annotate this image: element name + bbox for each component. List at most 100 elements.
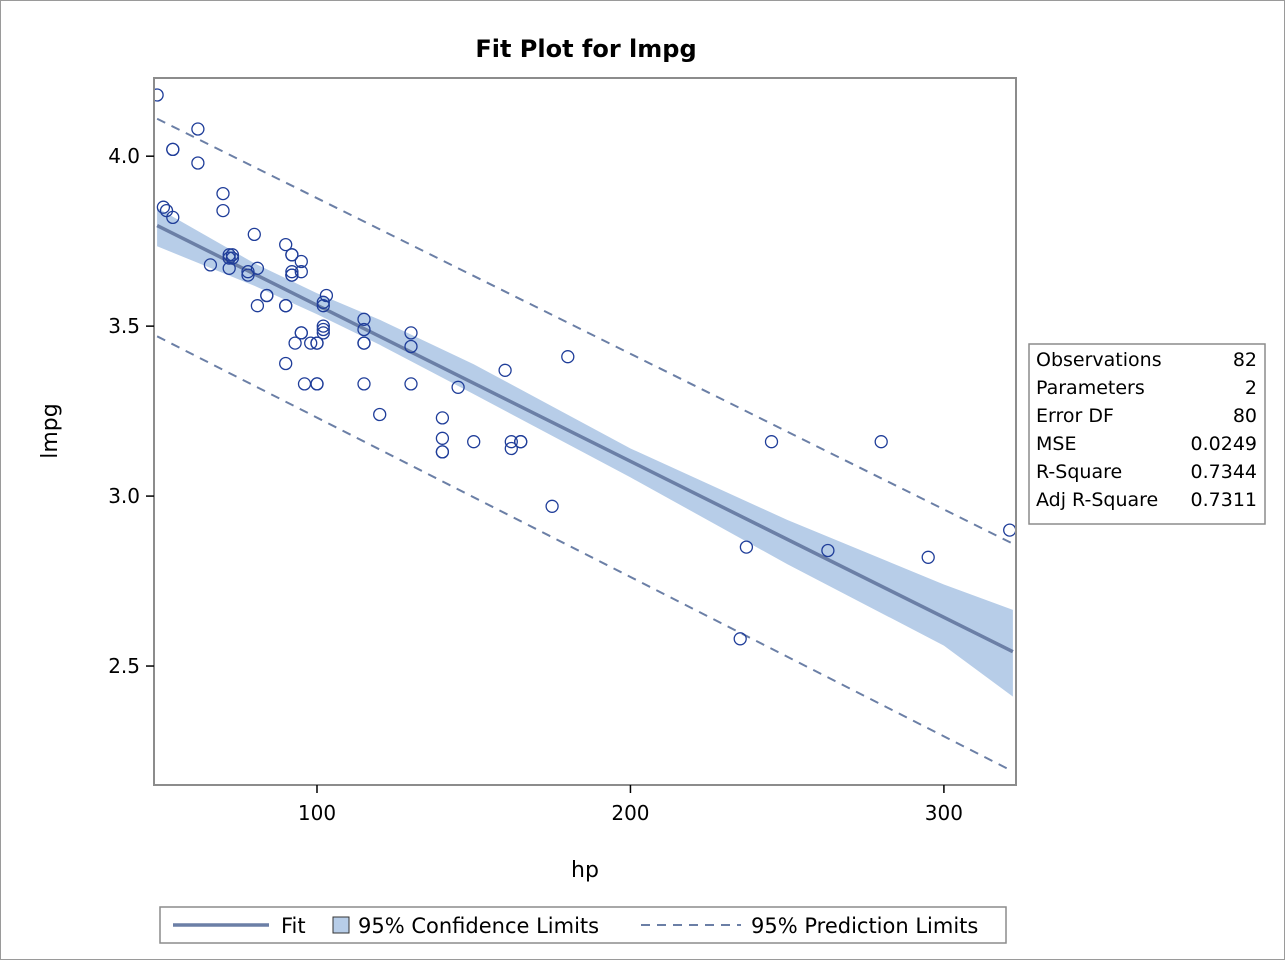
data-point-54 [373,407,387,422]
stats-value-0: 82 [1233,349,1257,371]
data-point-32 [288,336,302,350]
plot-area [154,88,1016,773]
legend-fit-label: Fit [281,914,306,938]
prediction-limit-upper [156,117,1014,545]
fit-line [156,224,1014,654]
data-point-11 [222,248,236,262]
data-point-36 [294,326,308,340]
stats-value-3: 0.0249 [1191,433,1257,455]
data-point-47 [316,326,330,340]
data-point-22 [260,288,274,303]
stats-label-5: Adj R-Square [1036,489,1158,511]
data-point-43 [316,295,330,309]
data-point-19 [250,261,265,275]
stats-value-2: 80 [1233,405,1257,427]
data-point-4 [166,142,180,157]
data-point-68 [514,435,528,449]
data-point-37 [297,377,312,391]
stats-box-border [1028,343,1266,525]
data-point-71 [733,632,747,646]
data-point-29 [285,265,299,279]
legend-confidence-label: 95% Confidence Limits [358,914,599,938]
data-point-18 [247,227,261,242]
data-point-53 [357,377,371,391]
data-point-64 [498,363,512,377]
chart-title: Fit Plot for lmpg [475,35,696,63]
stats-label-1: Parameters [1036,377,1145,399]
x-axis: 100 200 300 [298,785,963,825]
data-point-59 [435,431,450,445]
data-point-17 [241,268,255,282]
data-point-73 [764,435,779,449]
data-point-58 [435,411,450,425]
stats-value-5: 0.7311 [1191,489,1257,511]
data-point-63 [467,435,481,449]
stats-value-1: 2 [1245,377,1257,399]
stats-label-2: Error DF [1036,405,1114,427]
x-tick-label-300: 300 [925,801,963,825]
y-tick-label-2.5: 2.5 [108,654,140,678]
y-tick-label-3.5: 3.5 [108,314,140,338]
x-axis-label: hp [571,858,599,883]
data-point-1 [156,200,171,214]
data-point-72 [739,540,754,554]
x-tick-label-200: 200 [611,801,649,825]
data-point-74 [821,543,835,558]
data-point-65 [504,435,518,449]
y-tick-label-4.0: 4.0 [108,144,140,168]
data-point-23 [279,237,293,252]
data-point-0 [154,88,164,102]
data-point-40 [310,336,324,350]
plot-frame [153,77,1017,786]
data-point-16 [241,265,255,279]
data-point-69 [545,499,559,513]
data-point-7 [191,156,205,170]
y-axis: 2.5 3.0 3.5 4.0 [108,144,154,678]
data-point-66 [504,441,518,456]
data-point-45 [316,319,330,333]
fit-statistics-table: Observations 82 Parameters 2 Error DF 80 MSE 0.… [1028,343,1266,525]
data-point-77 [1003,523,1016,537]
data-point-31 [285,268,299,282]
data-point-25 [279,299,293,313]
data-point-33 [294,254,308,269]
prediction-limit-lower [156,335,1014,773]
confidence-band [157,207,1013,697]
data-point-48 [319,288,334,303]
data-point-5 [166,210,180,225]
data-point-6 [191,122,205,136]
data-point-34 [294,265,308,279]
data-point-62 [451,380,465,394]
stats-label-3: MSE [1036,433,1076,455]
stats-value-4: 0.7344 [1191,461,1257,483]
y-axis-label: lmpg [38,403,63,458]
x-tick-label-100: 100 [298,801,336,825]
stats-label-0: Observations [1036,349,1162,371]
data-point-42 [310,377,324,391]
data-point-76 [921,550,935,564]
legend: Fit 95% Confidence Limits 95% Prediction L… [159,906,1007,944]
data-point-57 [404,377,418,391]
data-point-10 [216,203,230,218]
y-tick-label-3.0: 3.0 [108,484,140,508]
data-point-9 [216,186,230,201]
data-point-44 [316,299,330,313]
data-point-49 [357,312,371,326]
data-point-12 [222,251,236,265]
data-point-8 [203,258,218,272]
data-point-61 [435,445,450,459]
data-point-28 [285,248,299,262]
data-point-15 [225,251,240,265]
legend-border [159,906,1007,944]
data-point-50 [357,322,371,337]
data-point-13 [222,261,236,275]
data-point-26 [279,356,293,371]
stats-label-4: R-Square [1036,461,1122,483]
data-point-14 [225,248,240,262]
data-point-75 [874,435,888,449]
legend-prediction-label: 95% Prediction Limits [751,914,978,938]
data-point-20 [250,299,265,313]
legend-confidence-swatch [332,916,350,934]
